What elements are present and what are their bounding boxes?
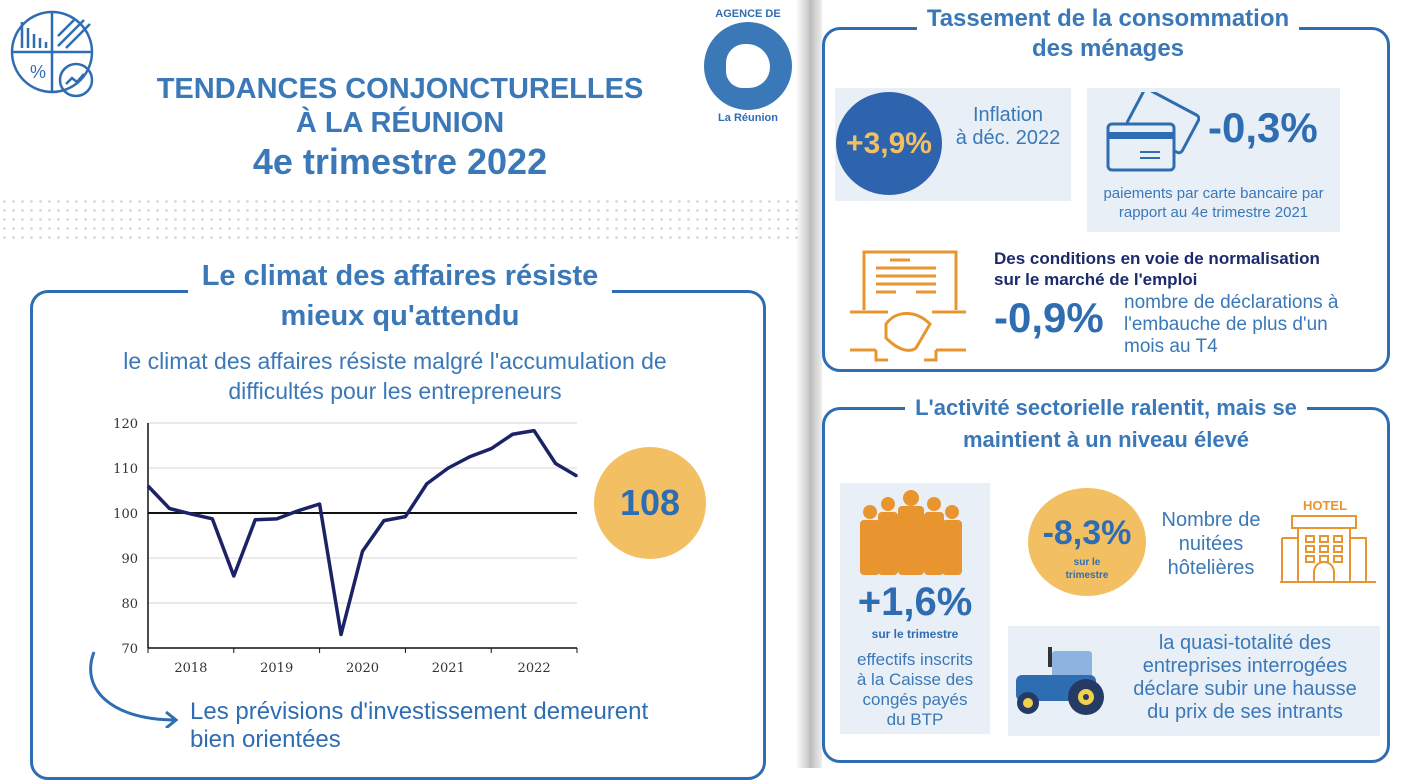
data-point [147, 485, 149, 487]
x-tick-label: 2022 [518, 661, 551, 676]
farm-label3: déclare subir une hausse [1133, 678, 1357, 700]
hotel-circle [1028, 488, 1146, 596]
logo-text-top: AGENCE DE [715, 8, 781, 20]
contract-handshake-icon [850, 250, 966, 362]
construction-workers-icon [860, 490, 962, 575]
climate-subtitle-line2: difficultés pour les entrepreneurs [228, 378, 562, 404]
jobs-label2: l'embauche de plus d'un [1124, 314, 1328, 335]
climate-subtitle-line1: le climat des affaires résiste malgré l'… [123, 348, 667, 374]
data-point [468, 455, 471, 458]
x-tick-label: 2021 [432, 661, 465, 676]
hotel-label2: nuitées [1178, 533, 1244, 555]
dotted-divider [0, 197, 805, 243]
sector-title-line2: maintient à un niveau élevé [962, 427, 1250, 452]
hotel-sub2: trimestre [1065, 570, 1109, 581]
investment-line1: Les prévisions d'investissement demeuren… [190, 698, 649, 725]
inflation-label1: Inflation [972, 104, 1044, 126]
data-point [297, 509, 299, 512]
btp-label4: du BTP [886, 710, 944, 729]
jobs-value: -0,9% [994, 294, 1104, 341]
btp-label1: effectifs inscrits [857, 650, 973, 669]
header-title-line2: À LA RÉUNION [295, 107, 505, 139]
y-tick-label: 120 [113, 417, 138, 432]
hotel-label3: hôtelières [1167, 557, 1255, 579]
inflation-label2: à déc. 2022 [955, 127, 1061, 149]
y-tick-label: 110 [113, 462, 138, 477]
data-point [233, 575, 235, 577]
x-tick-label: 2020 [346, 661, 379, 676]
jobs-label3: mois au T4 [1124, 336, 1218, 357]
btp-sub: sur le trimestre [871, 627, 959, 641]
tractor-icon [1016, 647, 1104, 715]
consumption-title-line1: Tassement de la consommation [916, 4, 1300, 34]
card-label2: rapport au 4e trimestre 2021 [1118, 204, 1309, 221]
hotel-value: -8,3% [1042, 514, 1132, 552]
data-point [275, 518, 278, 520]
data-point [211, 518, 214, 520]
hotel-sign: HOTEL [1302, 498, 1348, 513]
btp-value: +1,6% [857, 580, 973, 624]
data-point [404, 515, 407, 518]
data-point [554, 462, 557, 465]
hotel-label1: Nombre de [1161, 509, 1261, 531]
jobs-title-line1: Des conditions en voie de normalisation [994, 249, 1320, 268]
y-tick-label: 70 [121, 642, 138, 657]
x-tick-label: 2018 [174, 661, 207, 676]
data-point [447, 467, 450, 469]
x-tick-label: 2019 [260, 661, 293, 676]
btp-label2: à la Caisse des [856, 670, 974, 689]
header-title-line1: TENDANCES CONJONCTURELLES [156, 73, 644, 105]
farm-label1: la quasi-totalité des [1158, 632, 1332, 654]
hotel-icon [1280, 515, 1376, 583]
jobs-label1: nombre de déclarations à [1124, 292, 1339, 313]
hotel-sub1: sur le [1073, 557, 1101, 568]
climate-index-line [146, 428, 578, 637]
farm-label2: entreprises interrogées [1142, 655, 1348, 677]
svg-text:%: % [30, 62, 46, 82]
logo-text-bottom: La Réunion [718, 112, 778, 124]
inflation-value: +3,9% [836, 92, 942, 195]
data-point [426, 482, 428, 485]
page-gutter [796, 0, 822, 768]
data-point [318, 503, 321, 505]
agency-logo: AGENCE DE La Réunion [700, 8, 796, 128]
data-point [340, 633, 342, 636]
business-climate-chart: 120 110 100 90 80 70 2018 2019 2020 2021 2022 [113, 417, 578, 676]
card-payments-value: -0,3% [1208, 104, 1318, 151]
data-point [533, 429, 535, 432]
climate-title-line2: mieux qu'attendu [280, 300, 520, 332]
credit-cards-icon [1106, 92, 1200, 172]
data-point [361, 550, 364, 553]
card-label1: paiements par carte bancaire par [1103, 185, 1324, 202]
y-tick-label: 90 [121, 552, 138, 567]
sector-title-line1: L'activité sectorielle ralentit, mais se [905, 392, 1307, 424]
data-point [511, 433, 514, 436]
climate-title-line1: Le climat des affaires résiste [187, 256, 613, 296]
data-point [383, 519, 385, 522]
data-point [490, 447, 493, 450]
y-tick-label: 100 [113, 507, 138, 522]
farm-label4: du prix de ses intrants [1147, 701, 1343, 723]
data-point [576, 475, 578, 477]
consumption-title-line2: des ménages [1031, 35, 1185, 62]
data-point [254, 518, 257, 521]
y-tick-label: 80 [121, 597, 138, 612]
btp-label3: congés payés [862, 690, 968, 709]
data-point [190, 513, 192, 515]
data-point [168, 507, 171, 510]
statistics-icon: % [10, 10, 94, 98]
jobs-title-line2: sur le marché de l'emploi [994, 270, 1198, 289]
investment-line2: bien orientées [190, 726, 341, 753]
curved-arrow-icon [89, 651, 179, 728]
climate-index-badge: 108 [594, 447, 706, 559]
header-period: 4e trimestre 2022 [252, 141, 548, 182]
